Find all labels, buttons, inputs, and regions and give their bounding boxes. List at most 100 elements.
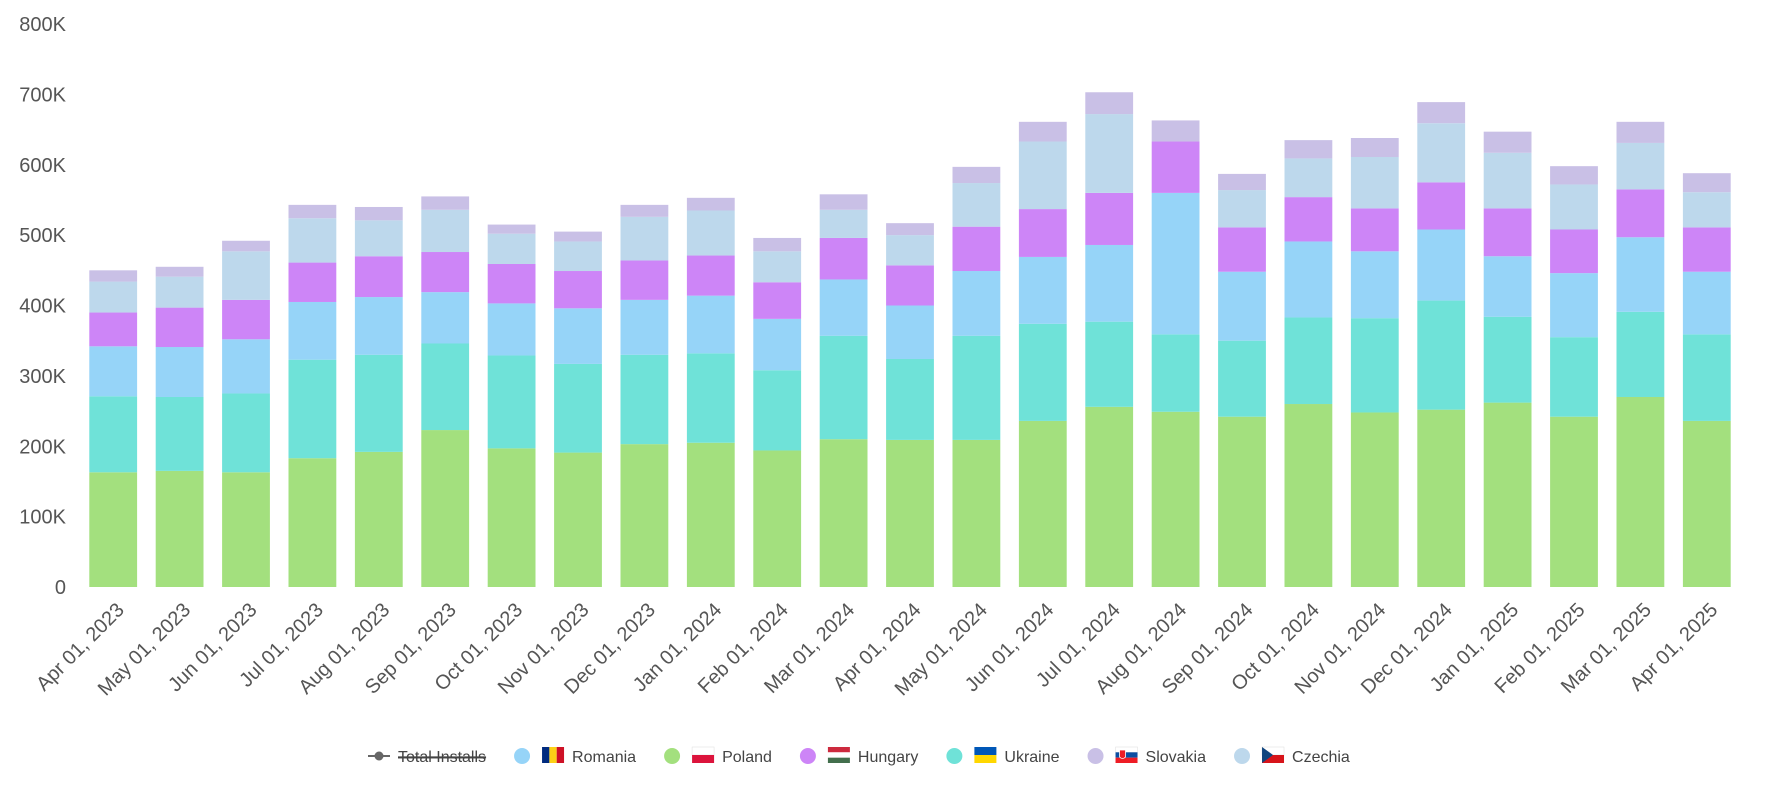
bar-segment-romania[interactable] <box>620 299 669 355</box>
bar-segment-romania[interactable] <box>886 305 934 359</box>
bar-segment-ukraine[interactable] <box>155 396 204 471</box>
bar-segment-hungary[interactable] <box>1483 208 1532 257</box>
bar-segment-ukraine[interactable] <box>1417 300 1466 410</box>
bar-segment-poland[interactable] <box>1350 412 1399 587</box>
bar-segment-romania[interactable] <box>1616 237 1665 312</box>
bar-segment-romania[interactable] <box>487 303 536 356</box>
bar-segment-slovakia[interactable] <box>1550 166 1598 185</box>
bar-segment-slovakia[interactable] <box>155 266 204 277</box>
bar-segment-slovakia[interactable] <box>620 204 669 217</box>
bar-segment-poland[interactable] <box>1085 406 1134 587</box>
bar-segment-czechia[interactable] <box>354 220 403 257</box>
bar-segment-romania[interactable] <box>288 301 337 360</box>
bar-segment-slovakia[interactable] <box>819 194 868 210</box>
bar-segment-hungary[interactable] <box>222 299 270 340</box>
legend-item-czechia[interactable]: Czechia <box>1234 746 1350 766</box>
legend-item-ukraine[interactable]: Ukraine <box>946 747 1060 766</box>
bar-segment-ukraine[interactable] <box>819 335 868 440</box>
bar-segment-poland[interactable] <box>288 458 337 587</box>
bar-segment-ukraine[interactable] <box>1151 334 1200 412</box>
bar-segment-ukraine[interactable] <box>1284 317 1333 405</box>
bar-segment-ukraine[interactable] <box>1550 337 1598 417</box>
bar-segment-poland[interactable] <box>1483 402 1532 587</box>
bar-segment-slovakia[interactable] <box>952 166 1001 184</box>
bar-segment-hungary[interactable] <box>1018 209 1067 257</box>
bar-segment-hungary[interactable] <box>1550 229 1598 274</box>
bar-segment-poland[interactable] <box>89 472 138 587</box>
bar-segment-slovakia[interactable] <box>222 240 270 252</box>
bar-segment-hungary[interactable] <box>1616 189 1665 238</box>
bar-segment-czechia[interactable] <box>1417 123 1466 183</box>
bar-segment-ukraine[interactable] <box>487 355 536 449</box>
bar-segment-poland[interactable] <box>620 444 669 587</box>
bar-segment-hungary[interactable] <box>753 282 802 319</box>
bar-segment-slovakia[interactable] <box>1616 121 1665 143</box>
bar-segment-slovakia[interactable] <box>1682 173 1731 193</box>
bar-segment-romania[interactable] <box>1483 256 1532 317</box>
bar-segment-slovakia[interactable] <box>1350 138 1399 158</box>
bar-segment-ukraine[interactable] <box>952 335 1001 440</box>
bar-segment-ukraine[interactable] <box>421 343 470 431</box>
bar-segment-czechia[interactable] <box>886 235 934 266</box>
bar-segment-ukraine[interactable] <box>1018 323 1067 421</box>
bar-segment-slovakia[interactable] <box>1218 173 1266 191</box>
bar-segment-slovakia[interactable] <box>421 196 470 210</box>
bar-segment-czechia[interactable] <box>686 210 735 256</box>
bar-segment-czechia[interactable] <box>1550 184 1598 230</box>
bar-segment-romania[interactable] <box>1550 273 1598 338</box>
bar-segment-hungary[interactable] <box>421 252 470 293</box>
bar-segment-romania[interactable] <box>222 339 270 394</box>
bar-segment-hungary[interactable] <box>1350 208 1399 252</box>
bar-segment-hungary[interactable] <box>620 260 669 300</box>
bar-segment-ukraine[interactable] <box>1682 334 1731 421</box>
bar-segment-czechia[interactable] <box>1350 157 1399 209</box>
bar-segment-poland[interactable] <box>354 451 403 587</box>
bar-segment-czechia[interactable] <box>952 183 1001 227</box>
bar-segment-hungary[interactable] <box>886 265 934 306</box>
legend-item-total-installs[interactable]: Total Installs <box>368 749 487 766</box>
bar-segment-czechia[interactable] <box>1284 158 1333 198</box>
bar-segment-czechia[interactable] <box>1085 114 1134 193</box>
bar-segment-romania[interactable] <box>554 308 602 364</box>
bar-segment-slovakia[interactable] <box>753 237 802 252</box>
bar-segment-romania[interactable] <box>155 347 204 397</box>
bar-segment-hungary[interactable] <box>487 263 536 304</box>
bar-segment-ukraine[interactable] <box>886 358 934 440</box>
bar-segment-poland[interactable] <box>1018 420 1067 587</box>
bar-segment-romania[interactable] <box>1218 271 1266 341</box>
bar-segment-slovakia[interactable] <box>1417 102 1466 124</box>
bar-segment-ukraine[interactable] <box>753 370 802 451</box>
bar-segment-romania[interactable] <box>1682 271 1731 335</box>
bar-segment-romania[interactable] <box>1018 256 1067 324</box>
bar-segment-poland[interactable] <box>886 439 934 587</box>
bar-segment-czechia[interactable] <box>1616 142 1665 190</box>
bar-segment-slovakia[interactable] <box>487 224 536 234</box>
bar-segment-ukraine[interactable] <box>1483 316 1532 403</box>
bar-segment-hungary[interactable] <box>1151 141 1200 193</box>
bar-segment-hungary[interactable] <box>89 312 138 347</box>
bar-segment-ukraine[interactable] <box>1218 340 1266 417</box>
bar-segment-slovakia[interactable] <box>1284 140 1333 159</box>
bar-segment-czechia[interactable] <box>155 276 204 308</box>
bar-segment-slovakia[interactable] <box>1085 92 1134 115</box>
bar-segment-slovakia[interactable] <box>89 270 138 282</box>
bar-segment-hungary[interactable] <box>686 255 735 296</box>
bar-segment-ukraine[interactable] <box>288 359 337 459</box>
bar-segment-hungary[interactable] <box>288 262 337 302</box>
bar-segment-ukraine[interactable] <box>89 396 138 473</box>
bar-segment-hungary[interactable] <box>1218 227 1266 272</box>
bar-segment-czechia[interactable] <box>753 251 802 283</box>
bar-segment-hungary[interactable] <box>819 237 868 280</box>
bar-segment-poland[interactable] <box>1417 409 1466 587</box>
bar-segment-czechia[interactable] <box>288 218 337 263</box>
bar-segment-poland[interactable] <box>155 470 204 587</box>
bar-segment-czechia[interactable] <box>1018 141 1067 210</box>
bar-segment-romania[interactable] <box>354 297 403 355</box>
bar-segment-poland[interactable] <box>1550 416 1598 587</box>
legend-item-slovakia[interactable]: Slovakia <box>1087 746 1207 766</box>
bar-segment-hungary[interactable] <box>1284 197 1333 242</box>
bar-segment-hungary[interactable] <box>354 256 403 298</box>
bar-segment-czechia[interactable] <box>89 281 138 313</box>
bar-segment-romania[interactable] <box>753 318 802 371</box>
bar-segment-czechia[interactable] <box>620 216 669 261</box>
